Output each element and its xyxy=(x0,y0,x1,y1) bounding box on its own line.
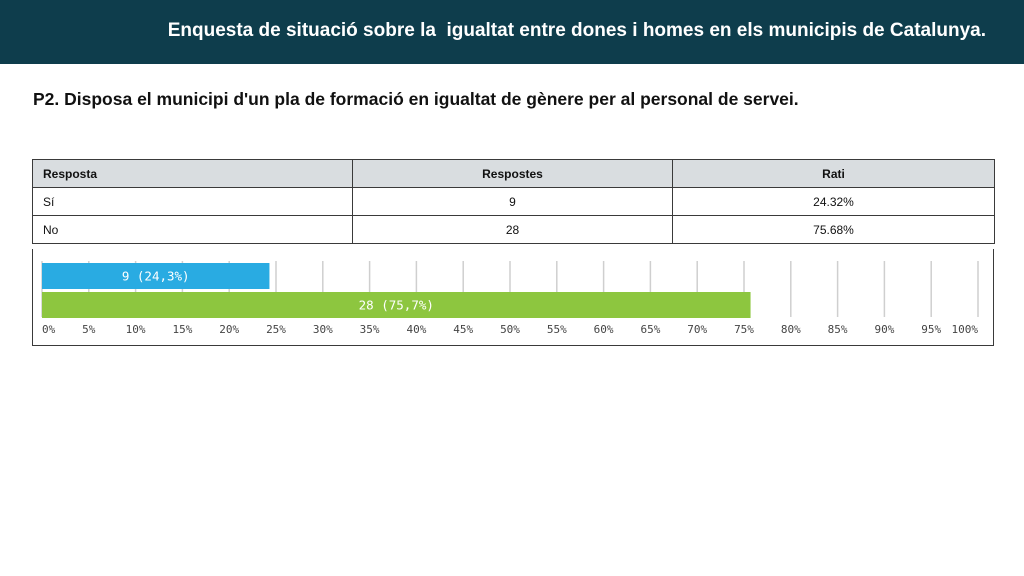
x-tick-label: 5% xyxy=(82,323,96,336)
bar-label: 28 (75,7%) xyxy=(359,298,434,313)
bar-no xyxy=(42,292,751,318)
x-tick-label: 10% xyxy=(126,323,146,336)
x-tick-label: 50% xyxy=(500,323,520,336)
cell-answer: No xyxy=(32,215,353,244)
x-tick-label: 75% xyxy=(734,323,754,336)
x-tick-label: 100% xyxy=(952,323,979,336)
page-title: Enquesta de situació sobre la igualtat e… xyxy=(167,20,986,41)
x-tick-label: 40% xyxy=(406,323,426,336)
cell-ratio: 75.68% xyxy=(672,215,995,244)
x-tick-label: 15% xyxy=(172,323,192,336)
x-tick-label: 85% xyxy=(828,323,848,336)
cell-ratio: 24.32% xyxy=(672,187,995,216)
column-header-rati: Rati xyxy=(672,159,995,188)
x-tick-label: 20% xyxy=(219,323,239,336)
column-header-resposta: Resposta xyxy=(32,159,353,188)
x-tick-label: 80% xyxy=(781,323,801,336)
table-row: Sí 9 24.32% xyxy=(32,187,995,216)
x-tick-label: 55% xyxy=(547,323,567,336)
header-bar: Enquesta de situació sobre la igualtat e… xyxy=(0,0,1024,64)
x-tick-label: 30% xyxy=(313,323,333,336)
x-tick-label: 70% xyxy=(687,323,707,336)
bar-si xyxy=(42,263,270,289)
x-tick-label: 95% xyxy=(921,323,941,336)
bar-chart-svg: 9 (24,3%) 28 (75,7%) 0% 5% 10% 15% 20% 25% 30% 35… xyxy=(41,261,979,336)
cell-count: 28 xyxy=(352,215,673,244)
x-tick-label: 25% xyxy=(266,323,286,336)
x-tick-label: 45% xyxy=(453,323,473,336)
cell-answer: Sí xyxy=(32,187,353,216)
results-table: Resposta Respostes Rati Sí 9 24.32% No 2… xyxy=(32,159,995,244)
x-tick-label: 90% xyxy=(874,323,894,336)
x-tick-label: 60% xyxy=(594,323,614,336)
bar-label: 9 (24,3%) xyxy=(122,269,190,284)
x-tick-label: 65% xyxy=(640,323,660,336)
bar-chart: 9 (24,3%) 28 (75,7%) 0% 5% 10% 15% 20% 25% 30% 35… xyxy=(32,249,994,346)
x-tick-label: 0% xyxy=(42,323,56,336)
question-title: P2. Disposa el municipi d'un pla de form… xyxy=(33,89,799,109)
table-header-row: Resposta Respostes Rati xyxy=(32,159,995,188)
cell-count: 9 xyxy=(352,187,673,216)
x-tick-label: 35% xyxy=(360,323,380,336)
column-header-respostes: Respostes xyxy=(352,159,673,188)
table-row: No 28 75.68% xyxy=(32,215,995,244)
